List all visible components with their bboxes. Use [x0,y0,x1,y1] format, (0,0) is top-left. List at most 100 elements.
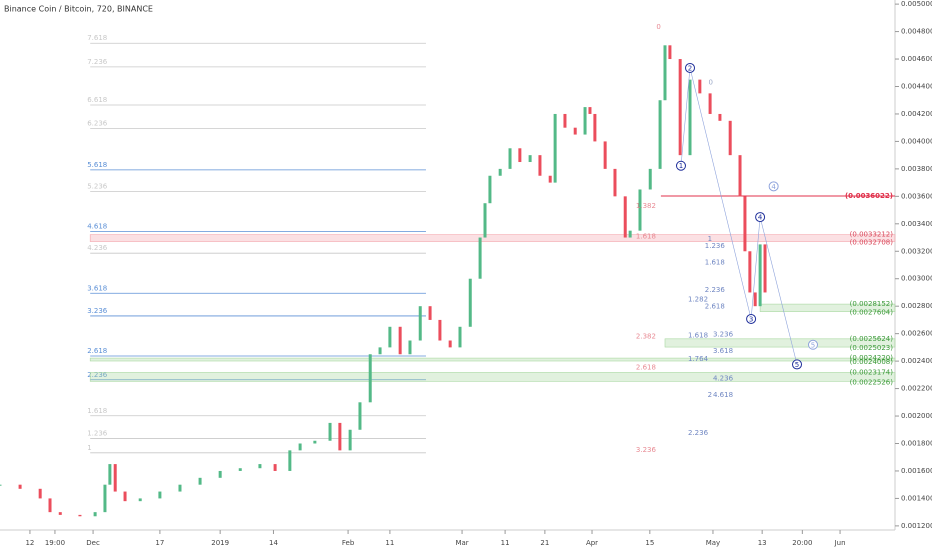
candle [588,107,592,114]
zone [89,372,896,382]
x-tick-label: 15 [645,539,654,547]
fib-label: 4.618 [87,222,107,230]
y-tick-label: 0.0030000 [901,275,932,283]
candle [758,244,762,307]
candle [658,100,662,169]
x-tick-label: Mar [455,539,468,547]
zone-label: (0.0022526) [850,378,894,386]
candle [298,443,302,451]
candle [108,464,112,485]
candle [743,196,747,252]
wave-circle [685,62,696,73]
x-tick-label: May [706,539,720,547]
candle [623,196,627,238]
fib-label: 2.618 [87,347,107,355]
y-tick-label: 0.0038000 [901,165,932,173]
y-tick-label: 0.0036000 [901,192,932,200]
wave-circle [755,212,766,223]
x-tick-label: Dec [86,539,100,547]
candle [748,251,752,293]
wave-path [680,67,691,166]
candle [638,189,642,231]
fib-annotation: 2.618 [636,363,656,371]
fib-annotation: 1.618 [705,258,725,266]
y-tick-label: 0.0044000 [901,83,932,91]
candle [408,340,412,355]
candle [273,464,277,471]
wave-circle [792,359,803,370]
fib-annotation: 2.236 [688,429,709,437]
fib-label: 5.236 [87,182,108,190]
x-tick-label: Feb [342,539,355,547]
y-tick-label: 0.0042000 [901,110,932,118]
y-tick-label: 0.0048000 [901,28,932,36]
x-tick-label: Apr [586,539,598,547]
candle [718,113,722,121]
fib-label: 7.236 [87,58,108,66]
x-tick-label: 13 [758,539,767,547]
candle [603,141,607,169]
candle [753,292,757,307]
y-tick-label: 0.0040000 [901,137,932,145]
candle [498,168,502,176]
wave-circle [746,313,757,324]
zone-label: (0.0024220) [850,354,894,362]
y-tick-label: 0.0032000 [901,247,932,255]
fib-annotation: 1.618 [688,331,708,339]
candle [38,488,42,499]
candle [628,230,632,238]
candle [138,498,142,502]
candle [198,477,202,485]
fib-annotation: 0 [708,78,712,86]
candle [238,468,242,471]
fib-annotation: 1.618 [636,233,656,241]
fib-label: 2.236 [87,371,108,379]
candle [18,484,22,489]
fib-label: 4.236 [87,244,108,252]
x-tick-label: 21 [540,539,549,547]
candle [358,402,362,430]
y-tick-label: 0.0026000 [901,330,932,338]
candle [93,512,97,517]
fib-label: 1.236 [87,429,108,437]
candle [593,113,597,142]
zone-label: (0.0028152) [850,300,894,308]
zone [89,357,896,362]
wave-label: 1 [679,162,683,170]
candle [763,244,767,293]
fib-label: 6.236 [87,120,108,128]
fib-annotation: 1.764 [688,355,709,363]
fib-label: 6.618 [87,96,107,104]
wave-label: 4 [758,214,763,222]
candle [518,148,522,163]
candle [288,450,292,471]
candle [103,484,107,513]
zone-label: (0.0024008) [850,358,894,366]
wave-label: 5 [795,361,799,369]
x-tick-label: 14 [269,539,278,547]
wave-label: 5 [811,341,815,349]
y-tick-label: 0.0018000 [901,439,932,447]
x-tick-label: 12 [25,539,34,547]
candle [648,168,652,190]
candle [58,512,62,515]
candle [78,514,82,517]
fib-annotation: 1.382 [636,202,656,210]
chart-title: Binance Coin / Bitcoin, 720, BINANCE [4,5,153,14]
candle [688,79,692,156]
candle [378,347,382,355]
candle [48,498,52,513]
zone-label: (0.0033212) [850,231,894,239]
fib-annotation: 1.236 [705,242,726,250]
zone [759,303,896,312]
y-tick-label: 0.0012000 [901,522,932,530]
candle [388,326,392,348]
x-tick-label: Jun [834,539,846,547]
candle [728,120,732,156]
candle [428,306,432,320]
candle [573,127,577,135]
x-tick-label: 19:00 [45,539,65,547]
candle [158,491,162,499]
y-tick-label: 0.0028000 [901,302,932,310]
